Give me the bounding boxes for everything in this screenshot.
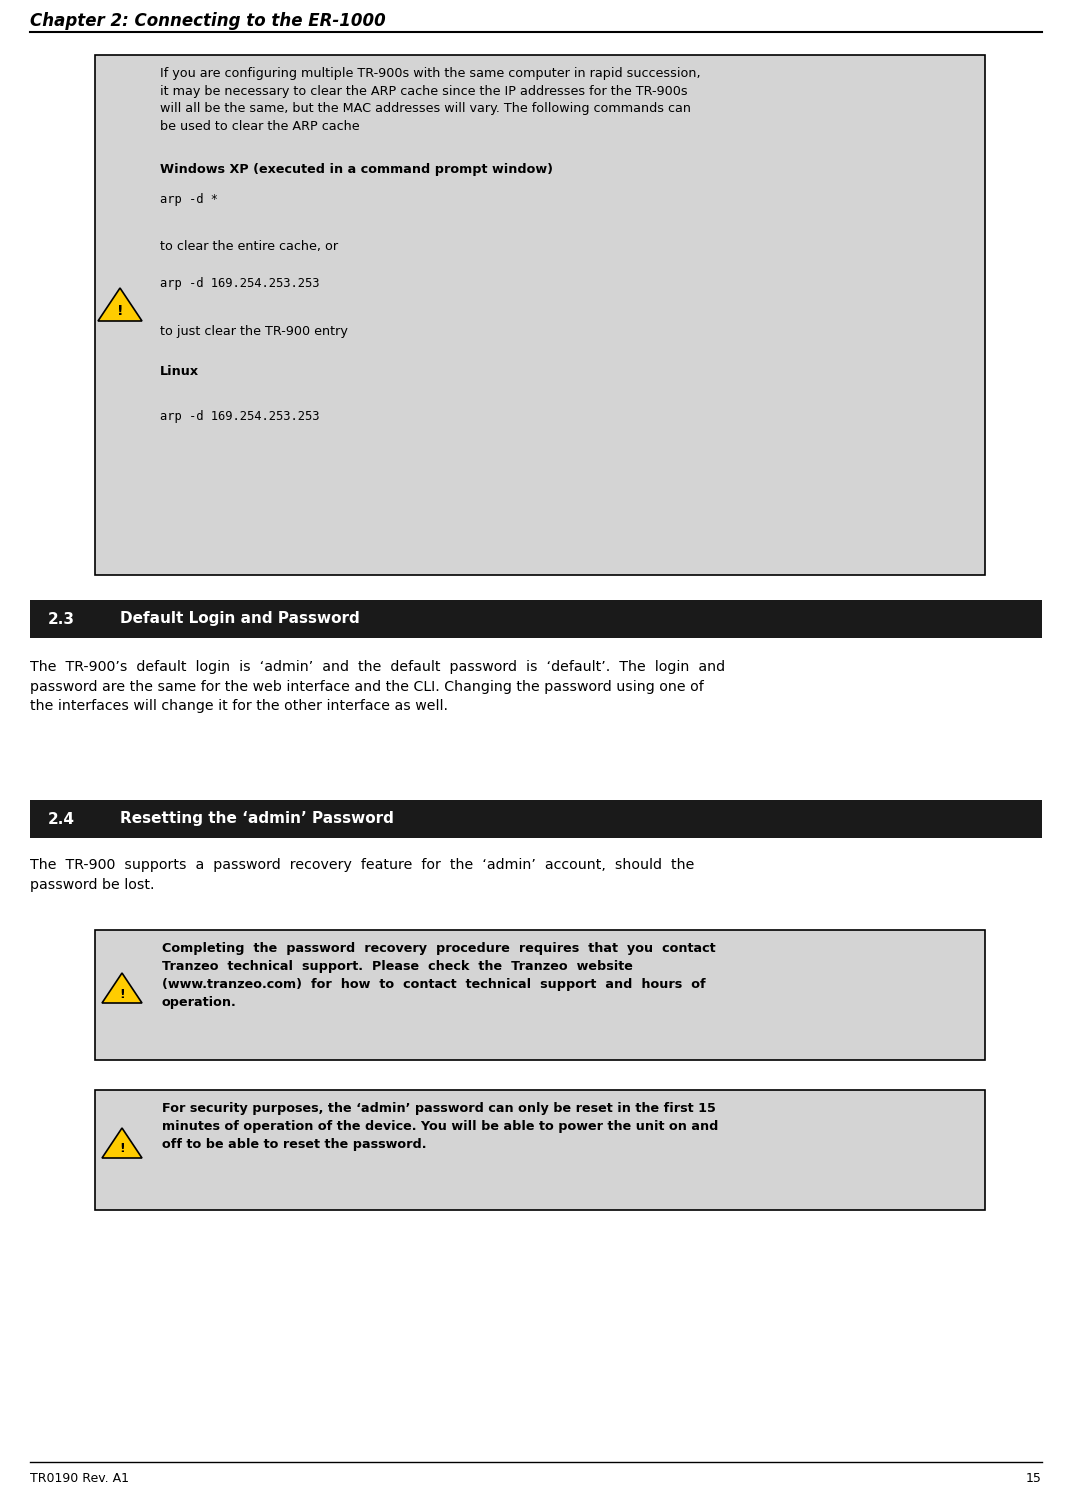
FancyBboxPatch shape [30, 800, 1042, 839]
Text: !: ! [119, 988, 125, 1001]
Text: Linux: Linux [160, 366, 199, 377]
Text: to just clear the TR-900 entry: to just clear the TR-900 entry [160, 325, 348, 339]
Text: 2.4: 2.4 [48, 812, 75, 827]
Text: The  TR-900  supports  a  password  recovery  feature  for  the  ‘admin’  accoun: The TR-900 supports a password recovery … [30, 858, 694, 892]
Text: 15: 15 [1026, 1473, 1042, 1485]
Text: 2.3: 2.3 [48, 612, 75, 627]
Text: For security purposes, the ‘admin’ password can only be reset in the first 15
mi: For security purposes, the ‘admin’ passw… [162, 1103, 719, 1150]
Text: !: ! [117, 304, 123, 318]
FancyBboxPatch shape [30, 600, 1042, 639]
FancyBboxPatch shape [95, 1091, 985, 1210]
Text: Default Login and Password: Default Login and Password [120, 612, 360, 627]
Text: arp -d 169.254.253.253: arp -d 169.254.253.253 [160, 410, 319, 424]
Text: Chapter 2: Connecting to the ER-1000: Chapter 2: Connecting to the ER-1000 [30, 12, 386, 30]
Text: to clear the entire cache, or: to clear the entire cache, or [160, 240, 338, 254]
Text: arp -d *: arp -d * [160, 192, 218, 206]
Polygon shape [99, 288, 142, 321]
Text: The  TR-900’s  default  login  is  ‘admin’  and  the  default  password  is  ‘de: The TR-900’s default login is ‘admin’ an… [30, 659, 725, 713]
FancyBboxPatch shape [95, 55, 985, 574]
Text: Windows XP (executed in a command prompt window): Windows XP (executed in a command prompt… [160, 163, 553, 176]
Polygon shape [102, 973, 142, 1003]
Text: arp -d 169.254.253.253: arp -d 169.254.253.253 [160, 278, 319, 289]
Text: TR0190 Rev. A1: TR0190 Rev. A1 [30, 1473, 129, 1485]
FancyBboxPatch shape [95, 930, 985, 1059]
Text: !: ! [119, 1143, 125, 1155]
Text: Completing  the  password  recovery  procedure  requires  that  you  contact
Tra: Completing the password recovery procedu… [162, 941, 715, 1009]
Text: Resetting the ‘admin’ Password: Resetting the ‘admin’ Password [120, 812, 394, 827]
Polygon shape [102, 1128, 142, 1158]
Text: If you are configuring multiple TR-900s with the same computer in rapid successi: If you are configuring multiple TR-900s … [160, 67, 700, 133]
